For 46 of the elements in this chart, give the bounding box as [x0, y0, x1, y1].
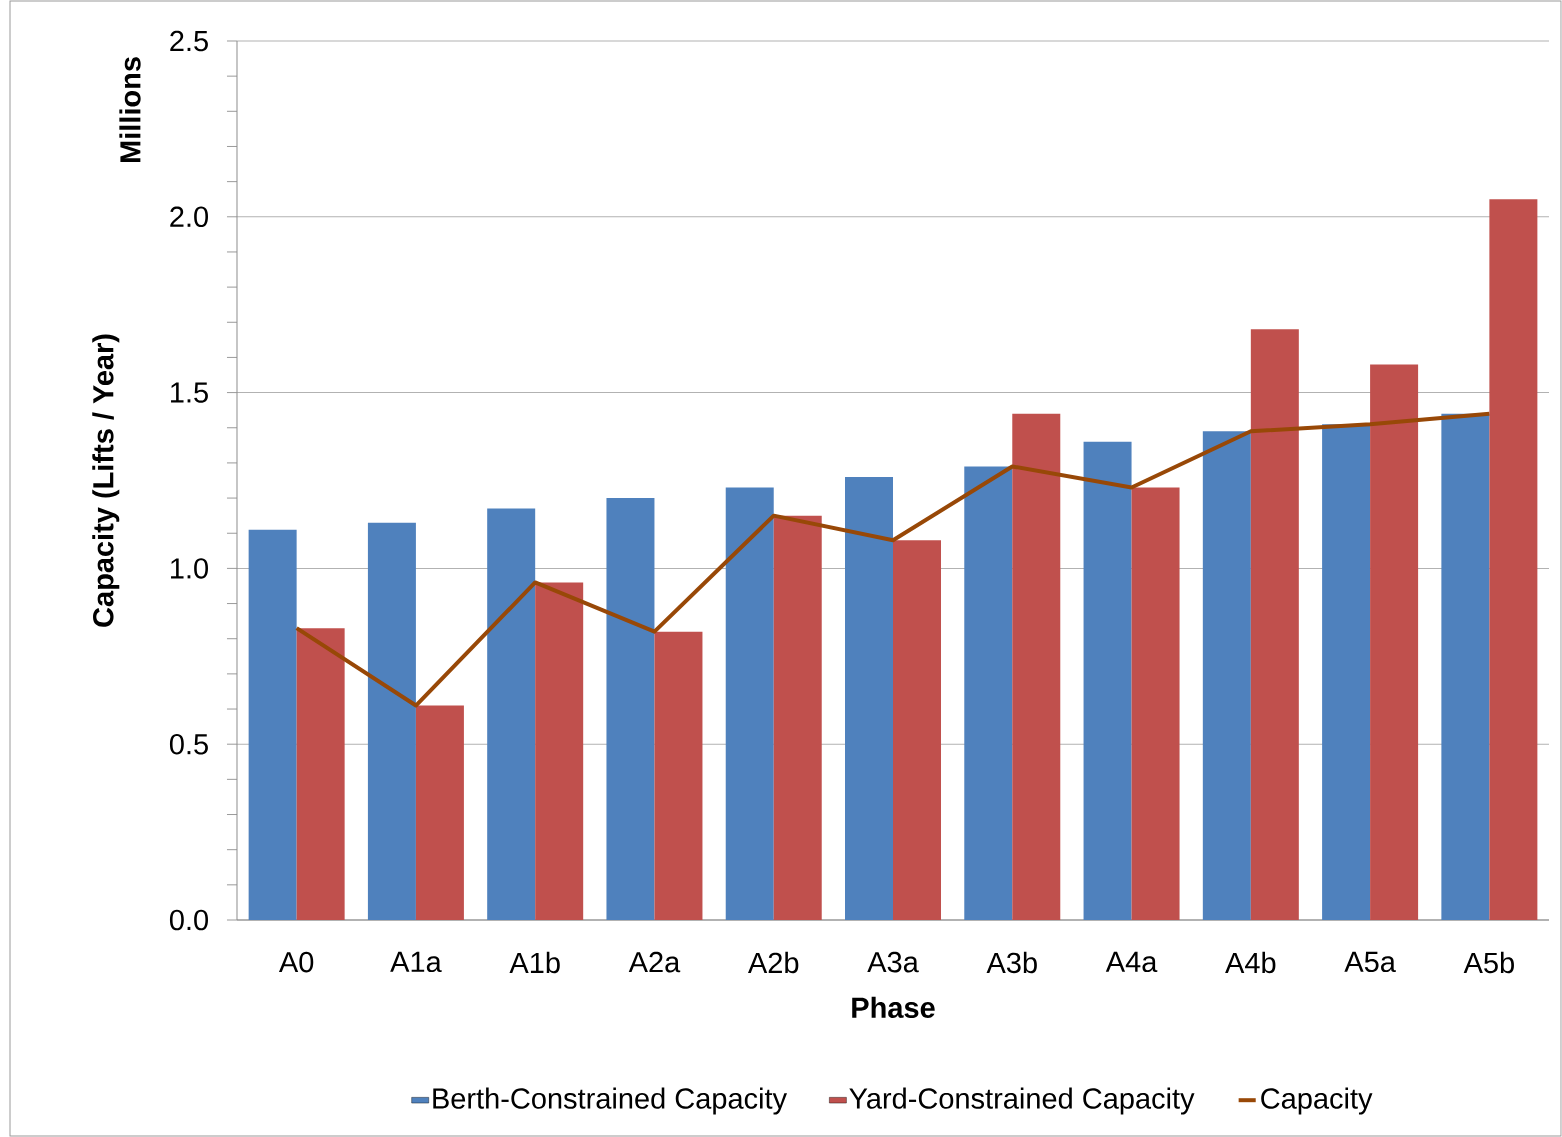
- x-tick-label: A1a: [390, 951, 442, 973]
- x-tick-label: A2b: [748, 951, 799, 974]
- bar: [367, 522, 416, 920]
- bar: [845, 476, 894, 920]
- legend-label: Capacity: [1261, 1087, 1373, 1115]
- x-tick-label: A5a: [1344, 951, 1396, 973]
- legend-label: Berth-Constrained Capacity: [433, 1087, 788, 1115]
- bar: [487, 508, 536, 920]
- y-tick-label: 2.0: [170, 206, 208, 228]
- bar: [773, 515, 822, 920]
- bar: [606, 498, 655, 920]
- bar: [415, 705, 464, 920]
- bar: [248, 529, 297, 920]
- x-tick-label: A4a: [1105, 951, 1158, 973]
- bar: [1250, 329, 1299, 920]
- x-tick-label: A0: [278, 951, 314, 973]
- bar: [296, 628, 345, 920]
- x-tick-label: A2a: [628, 951, 681, 973]
- y-axis-title: Capacity (Lifts / Year): [92, 334, 120, 627]
- y-tick-label: 1.0: [171, 558, 208, 579]
- y-tick-label: 1.5: [171, 382, 208, 403]
- x-axis-title: Phase: [852, 996, 935, 1018]
- y-tick-label: 0.5: [169, 733, 208, 755]
- bar: [1322, 424, 1371, 920]
- bar: [964, 466, 1013, 920]
- y-tick-label: 0.0: [169, 909, 208, 931]
- bar: [1202, 431, 1251, 920]
- bar: [1370, 364, 1419, 920]
- bar: [1441, 413, 1490, 920]
- legend-label: Yard-Constrained Capacity: [849, 1087, 1195, 1115]
- bar: [1489, 199, 1538, 920]
- line-series: [294, 411, 1492, 708]
- x-tick-label: A1b: [509, 951, 560, 974]
- bar: [725, 487, 774, 920]
- x-tick-label: A3a: [867, 951, 919, 973]
- text: Millions: [119, 57, 141, 163]
- bar: [893, 540, 942, 920]
- x-tick-label: A5b: [1463, 951, 1514, 974]
- bar: [1131, 487, 1180, 920]
- x-tick-label: A4b: [1225, 951, 1276, 974]
- bar: [535, 582, 584, 920]
- bar: [1083, 441, 1132, 920]
- bar: [654, 631, 703, 920]
- x-tick-label: A3b: [986, 951, 1037, 974]
- bar: [1012, 413, 1061, 920]
- y-tick-label: 2.5: [170, 30, 208, 52]
